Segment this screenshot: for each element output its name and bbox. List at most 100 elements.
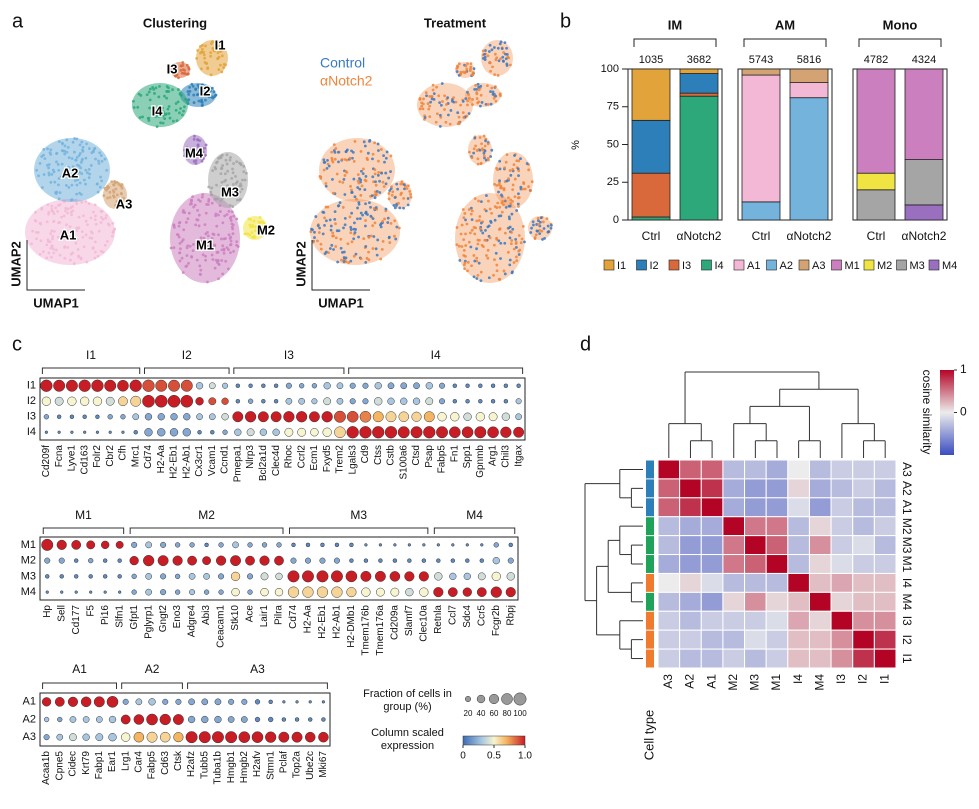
dot [107, 414, 113, 420]
cell-point [509, 242, 513, 246]
dot [490, 399, 496, 404]
cell-point [462, 216, 466, 220]
cell-point [115, 200, 119, 203]
cell-point [440, 82, 444, 85]
dot [189, 542, 195, 548]
cell-point [212, 90, 216, 94]
cell-point [472, 147, 476, 151]
cell-point [65, 138, 69, 142]
heatmap-cell [852, 591, 875, 612]
cell-point [178, 111, 181, 115]
cell-point [57, 140, 61, 144]
cell-point [473, 259, 477, 263]
dot [278, 731, 290, 743]
cell-point [199, 268, 203, 272]
cell-point [492, 96, 496, 100]
cell-point [429, 100, 432, 104]
cell-point [389, 222, 393, 225]
heatmap-cell [700, 648, 724, 669]
dot [349, 542, 354, 548]
heatmap-cell [830, 591, 854, 612]
cell-point [517, 192, 520, 196]
color-legend-label: 1.0 [518, 751, 532, 762]
cell-point [441, 100, 444, 103]
cell-point [206, 66, 210, 70]
cell-point [517, 159, 521, 163]
cell-point [508, 236, 512, 240]
heatmap-cell [657, 497, 681, 518]
heatmap-cell [830, 554, 854, 574]
cell-point [60, 230, 64, 234]
cell-point [114, 187, 118, 191]
dot [304, 731, 316, 743]
heatmap-cell [808, 497, 832, 518]
cell-point [476, 157, 480, 161]
legend-swatch [896, 259, 907, 271]
cell-point [499, 241, 503, 245]
bar-segment [679, 73, 719, 94]
cell-point [103, 243, 107, 247]
cell-point [209, 190, 213, 194]
cell-point [362, 140, 366, 144]
dot [228, 698, 235, 705]
cell-point [420, 104, 424, 108]
dot [144, 428, 153, 437]
cell-point [368, 201, 371, 205]
dot [104, 379, 117, 392]
dot [302, 586, 314, 598]
legend-label: I3 [682, 260, 691, 272]
gene-label: Nlrp3 [245, 445, 256, 469]
cell-point [371, 224, 375, 228]
cell-point [469, 62, 473, 66]
heatmap-cell [852, 610, 875, 631]
cell-point [148, 87, 152, 91]
cell-point [78, 181, 82, 185]
dot [363, 558, 369, 563]
cell-point [200, 50, 203, 54]
column-label: M4 [812, 674, 826, 691]
dot [235, 383, 241, 388]
cell-point [77, 215, 81, 219]
cluster-label: M1 [196, 237, 214, 252]
heatmap-cell [722, 478, 746, 499]
cell-point [496, 73, 500, 77]
cell-point [510, 212, 514, 216]
cell-point [330, 243, 334, 247]
dot [120, 714, 131, 725]
gene-label: H2-DMb1 [346, 605, 357, 648]
cell-point [220, 259, 224, 262]
cell-point [369, 205, 372, 209]
dot [235, 399, 241, 404]
cell-point [493, 182, 496, 186]
dot [69, 716, 77, 723]
dot [218, 542, 224, 548]
gene-label: Pclaf [279, 751, 290, 773]
cell-point [205, 244, 209, 248]
heatmap-cell [873, 610, 897, 631]
cell-point [201, 47, 204, 51]
cell-point [248, 233, 252, 237]
cell-point [505, 153, 509, 157]
dot [285, 382, 292, 389]
cell-point [365, 256, 369, 260]
bar-segment [856, 68, 896, 174]
cell-point [465, 222, 469, 226]
cell-point [216, 39, 220, 43]
cell-point [45, 220, 49, 224]
cell-point [521, 187, 525, 191]
cell-point [221, 164, 224, 167]
dot [298, 397, 305, 405]
cell-point [455, 66, 459, 70]
cell-point [154, 115, 158, 118]
cell-point [384, 182, 388, 186]
dot [188, 573, 196, 580]
group-title: Mono [883, 17, 918, 32]
cell-point [167, 112, 171, 115]
row-label: I4 [27, 426, 36, 438]
cell-point [180, 71, 184, 75]
cluster-label: A3 [116, 196, 133, 211]
cell-point [132, 106, 136, 109]
cell-point [78, 191, 81, 195]
dot [387, 397, 395, 405]
cell-point [495, 237, 499, 241]
